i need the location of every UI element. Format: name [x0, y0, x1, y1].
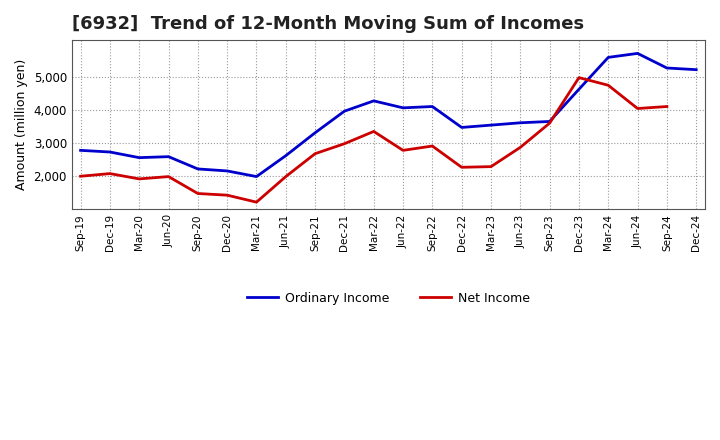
- Text: [6932]  Trend of 12-Month Moving Sum of Incomes: [6932] Trend of 12-Month Moving Sum of I…: [72, 15, 584, 33]
- Ordinary Income: [223, 168, 232, 173]
- Net Income: [340, 141, 348, 147]
- Ordinary Income: [106, 149, 114, 154]
- Ordinary Income: [457, 125, 466, 130]
- Ordinary Income: [194, 166, 202, 172]
- Ordinary Income: [604, 55, 613, 60]
- Net Income: [604, 83, 613, 88]
- Ordinary Income: [662, 66, 671, 71]
- Net Income: [545, 121, 554, 126]
- Ordinary Income: [164, 154, 173, 159]
- Net Income: [634, 106, 642, 111]
- Net Income: [369, 129, 378, 134]
- Ordinary Income: [399, 105, 408, 110]
- Ordinary Income: [692, 67, 701, 72]
- Line: Net Income: Net Income: [81, 77, 667, 202]
- Ordinary Income: [575, 87, 583, 92]
- Line: Ordinary Income: Ordinary Income: [81, 53, 696, 176]
- Net Income: [194, 191, 202, 196]
- Ordinary Income: [282, 153, 290, 158]
- Net Income: [76, 174, 85, 179]
- Ordinary Income: [634, 51, 642, 56]
- Net Income: [399, 148, 408, 153]
- Legend: Ordinary Income, Net Income: Ordinary Income, Net Income: [242, 287, 535, 310]
- Ordinary Income: [428, 104, 437, 109]
- Ordinary Income: [340, 109, 348, 114]
- Ordinary Income: [76, 148, 85, 153]
- Y-axis label: Amount (million yen): Amount (million yen): [15, 59, 28, 191]
- Ordinary Income: [487, 122, 495, 128]
- Net Income: [282, 174, 290, 179]
- Net Income: [223, 193, 232, 198]
- Net Income: [662, 104, 671, 109]
- Net Income: [135, 176, 143, 182]
- Net Income: [516, 145, 525, 150]
- Ordinary Income: [135, 155, 143, 160]
- Net Income: [575, 75, 583, 80]
- Ordinary Income: [252, 174, 261, 179]
- Ordinary Income: [311, 130, 320, 136]
- Ordinary Income: [545, 119, 554, 124]
- Net Income: [106, 171, 114, 176]
- Net Income: [457, 165, 466, 170]
- Net Income: [311, 151, 320, 156]
- Net Income: [487, 164, 495, 169]
- Net Income: [428, 143, 437, 149]
- Ordinary Income: [369, 98, 378, 103]
- Net Income: [164, 174, 173, 179]
- Net Income: [252, 199, 261, 205]
- Ordinary Income: [516, 120, 525, 125]
